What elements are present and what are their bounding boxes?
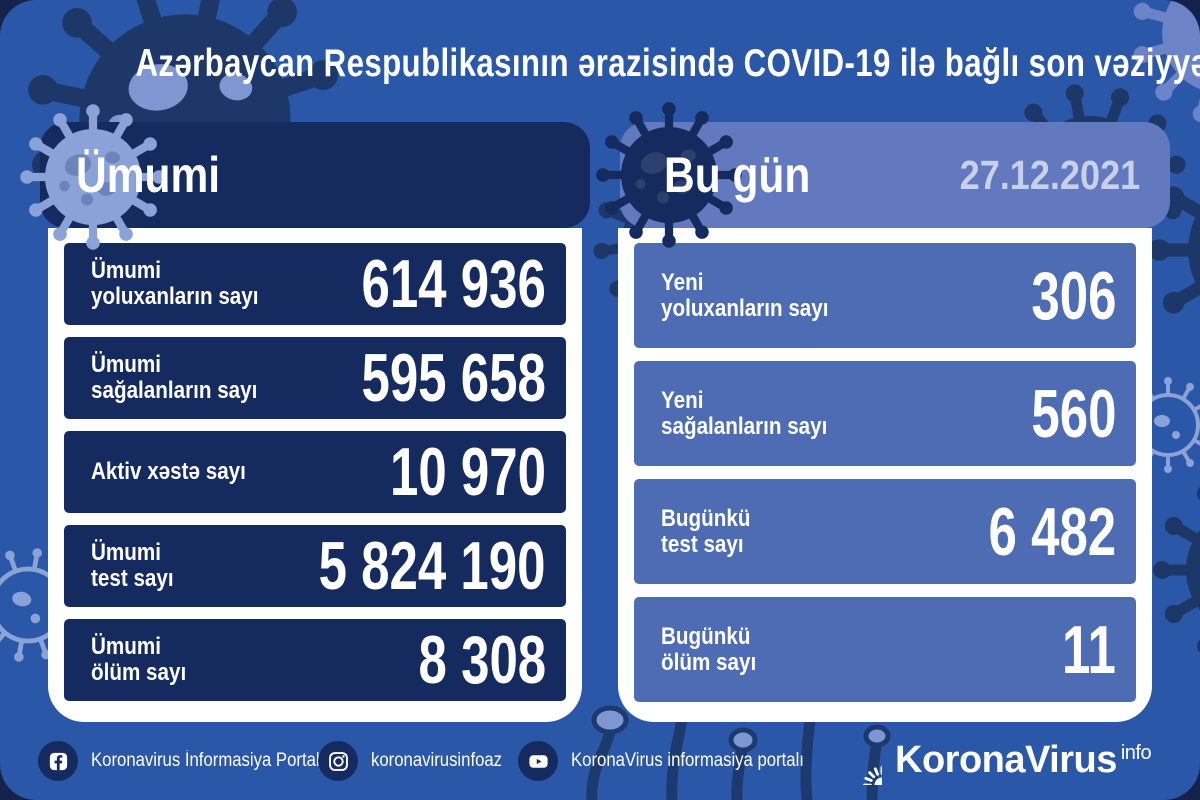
stat-row-new-infected: Yeni yoluxanların sayı 306 bbox=[634, 243, 1136, 348]
stat-value: 8 308 bbox=[418, 622, 546, 698]
stat-label-line2: ölüm sayı bbox=[91, 659, 187, 686]
totals-panel: Ümumi yoluxanların sayı 614 936 Ümumi sa… bbox=[48, 228, 582, 722]
koronavirus-info-logo: KoronaVirus info bbox=[832, 735, 1152, 785]
stat-label: Bugünkü test sayı bbox=[661, 504, 751, 558]
stat-label: Ümumi test sayı bbox=[91, 540, 174, 592]
stat-value: 11 bbox=[1062, 611, 1116, 688]
totals-header: Ümumi bbox=[40, 122, 590, 228]
stat-label: Yeni sağalanların sayı bbox=[661, 386, 828, 440]
facebook-label: Koronavirus İnformasiya Portalı bbox=[91, 750, 325, 771]
virus-decoration-icon bbox=[1150, 470, 1200, 670]
stat-label-line1: Ümumi bbox=[91, 257, 161, 284]
stat-label-line1: Ümumi bbox=[91, 633, 161, 660]
stat-label-line2: ölüm sayı bbox=[661, 648, 757, 676]
stat-row-today-deaths: Bugünkü ölüm sayı 11 bbox=[634, 597, 1136, 702]
instagram-link[interactable]: koronavirusinfoaz bbox=[318, 741, 520, 781]
stat-row-new-recovered: Yeni sağalanların sayı 560 bbox=[634, 361, 1136, 466]
today-header-label: Bu gün bbox=[664, 147, 811, 203]
youtube-label: KoronaVirus informasiya portalı bbox=[571, 750, 804, 771]
stat-label-line1: Bugünkü bbox=[661, 622, 751, 650]
stat-label-line2: test sayı bbox=[91, 565, 174, 592]
youtube-icon[interactable] bbox=[518, 741, 558, 781]
stat-value: 306 bbox=[1030, 257, 1116, 334]
report-date: 27.12.2021 bbox=[959, 151, 1140, 198]
stat-value: 5 824 190 bbox=[319, 528, 546, 604]
stat-label: Yeni yoluxanların sayı bbox=[661, 268, 829, 322]
stat-row-total-infected: Ümumi yoluxanların sayı 614 936 bbox=[64, 243, 566, 325]
logo-superscript: info bbox=[1120, 741, 1152, 764]
stat-value: 560 bbox=[1030, 375, 1116, 452]
stat-label: Ümumi sağalanların sayı bbox=[91, 352, 257, 404]
stat-label-line1: Ümumi bbox=[91, 539, 161, 566]
stat-label-line2: test sayı bbox=[661, 530, 744, 558]
page-title: Azərbaycan Respublikasının ərazisində CO… bbox=[0, 42, 1200, 86]
stat-row-today-tests: Bugünkü test sayı 6 482 bbox=[634, 479, 1136, 584]
stat-label-line2: yoluxanların sayı bbox=[91, 283, 259, 310]
stat-label: Ümumi yoluxanların sayı bbox=[91, 258, 258, 310]
stat-label-line2: sağalanların sayı bbox=[91, 377, 258, 404]
stat-label-line1: Bugünkü bbox=[661, 504, 751, 532]
logo-text: KoronaVirus info bbox=[895, 738, 1152, 782]
facebook-link[interactable]: Koronavirus İnformasiya Portalı bbox=[38, 741, 356, 781]
stat-label-line2: yoluxanların sayı bbox=[661, 294, 829, 322]
stat-label-line1: Yeni bbox=[661, 386, 704, 414]
today-panel: Yeni yoluxanların sayı 306 Yeni sağalanl… bbox=[618, 228, 1152, 722]
logo-wordmark: KoronaVirus bbox=[895, 738, 1117, 781]
instagram-label: koronavirusinfoaz bbox=[371, 750, 503, 771]
stat-row-total-recovered: Ümumi sağalanların sayı 595 658 bbox=[64, 337, 566, 419]
facebook-icon[interactable] bbox=[38, 741, 78, 781]
virus-sun-icon bbox=[832, 735, 882, 785]
youtube-link[interactable]: KoronaVirus informasiya portalı bbox=[518, 741, 836, 781]
stat-label: Bugünkü ölüm sayı bbox=[661, 622, 757, 676]
stat-label: Aktiv xəstə sayı bbox=[91, 459, 246, 485]
stat-value: 614 936 bbox=[361, 246, 546, 322]
today-header: Bu gün 27.12.2021 bbox=[620, 122, 1170, 228]
stat-label: Ümumi ölüm sayı bbox=[91, 634, 186, 686]
instagram-icon[interactable] bbox=[318, 741, 358, 781]
stat-row-total-tests: Ümumi test sayı 5 824 190 bbox=[64, 525, 566, 607]
stat-label-line1: Ümumi bbox=[91, 351, 161, 378]
stat-row-total-deaths: Ümumi ölüm sayı 8 308 bbox=[64, 619, 566, 701]
totals-header-label: Ümumi bbox=[76, 147, 221, 203]
stat-value: 10 970 bbox=[390, 434, 546, 510]
stat-row-active-cases: Aktiv xəstə sayı 10 970 bbox=[64, 431, 566, 513]
stat-value: 595 658 bbox=[361, 340, 546, 416]
stat-label-line2: sağalanların sayı bbox=[661, 412, 828, 440]
stat-value: 6 482 bbox=[988, 493, 1116, 570]
page-title-text: Azərbaycan Respublikasının ərazisində CO… bbox=[135, 42, 1200, 85]
stat-label-line1: Aktiv xəstə sayı bbox=[91, 458, 246, 485]
stat-label-line1: Yeni bbox=[661, 268, 704, 296]
